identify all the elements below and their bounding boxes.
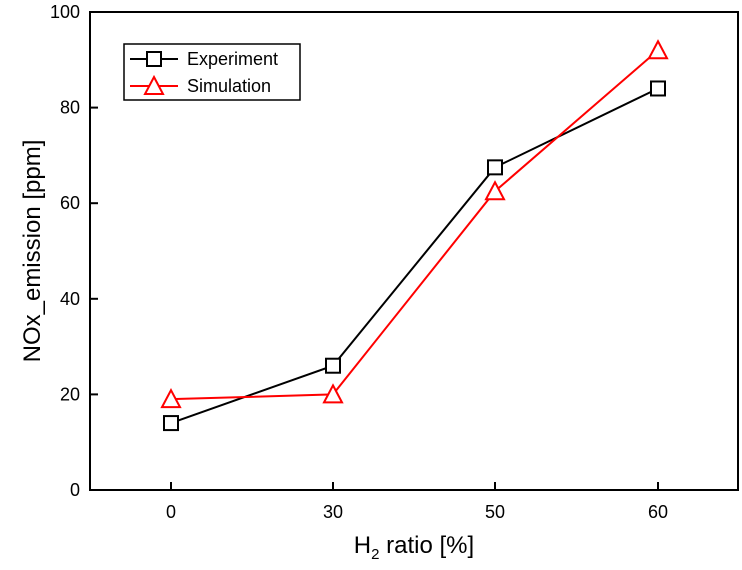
legend-experiment-square-icon	[146, 51, 162, 67]
legend-simulation-triangle-icon	[143, 74, 165, 95]
series-layer	[160, 39, 669, 432]
legend-simulation-label: Simulation	[187, 76, 271, 96]
plot-frame	[89, 11, 739, 491]
experiment-point	[325, 357, 341, 374]
y-axis: 0 20 40 60 80 100	[50, 2, 98, 500]
simulation-point	[322, 383, 344, 404]
x-tick-label: 30	[323, 502, 343, 522]
y-tick-label: 20	[60, 384, 80, 404]
y-axis-title: NOx_emission [ppm]	[19, 140, 46, 363]
experiment-point	[487, 159, 503, 176]
x-tick-label: 60	[648, 502, 668, 522]
simulation-point	[484, 180, 506, 201]
y-tick-label: 40	[60, 289, 80, 309]
legend: Experiment Simulation	[123, 43, 301, 101]
y-tick-label: 0	[70, 480, 80, 500]
x-tick-label: 50	[485, 502, 505, 522]
experiment-point	[650, 80, 666, 97]
simulation-point	[647, 39, 669, 60]
y-tick-label: 60	[60, 193, 80, 213]
y-tick-label: 80	[60, 98, 80, 118]
x-tick-label: 0	[166, 502, 176, 522]
y-tick-label: 100	[50, 2, 80, 22]
experiment-series-line	[170, 87, 659, 425]
legend-experiment-label: Experiment	[187, 49, 278, 69]
simulation-point	[160, 388, 182, 409]
x-axis-title: H2 ratio [%]	[354, 532, 474, 563]
experiment-point	[163, 415, 179, 432]
x-axis: 0 30 50 60	[166, 482, 668, 522]
simulation-series-line	[170, 49, 659, 401]
